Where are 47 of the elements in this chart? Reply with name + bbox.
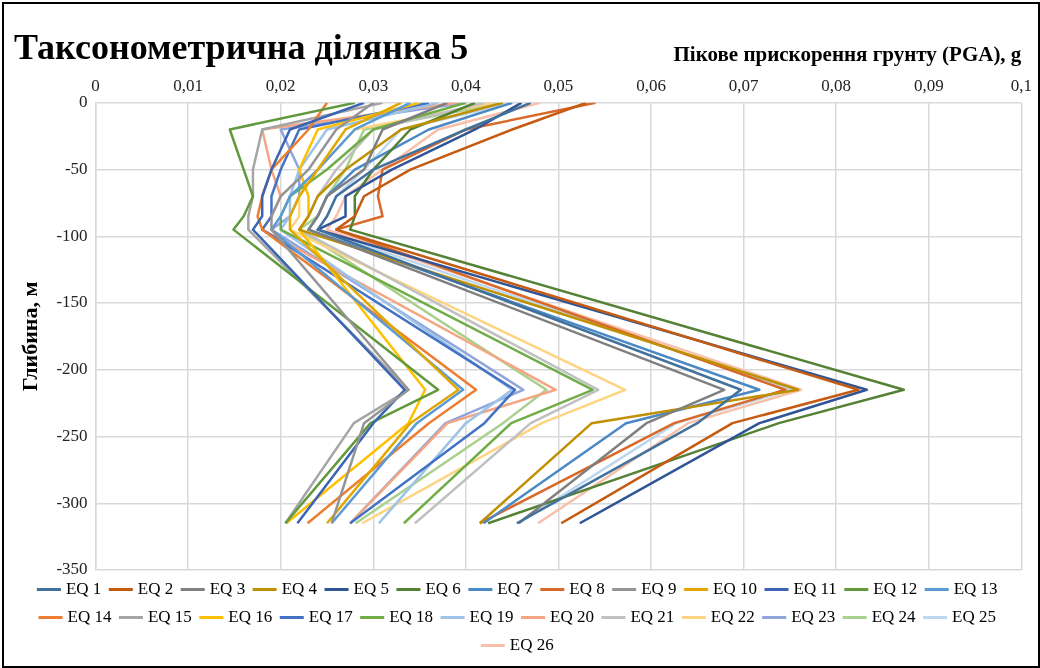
y-tick-label: -250 [56,425,88,445]
y-tick-label: -350 [56,559,88,579]
legend-label: EQ 2 [137,578,174,598]
y-tick-label: -200 [56,359,88,379]
legend-label: EQ 4 [281,578,318,598]
x-tick-label: 0,08 [821,76,852,96]
legend-label: EQ 25 [952,606,996,626]
legend-label: EQ 24 [871,606,917,626]
y-tick-label: 0 [79,92,88,112]
y-tick-label: -50 [64,159,88,179]
legend-label: EQ 14 [67,606,112,626]
legend-label: EQ 5 [353,578,389,598]
x-tick-label: 0,04 [451,76,482,96]
legend-label: EQ 8 [569,578,605,598]
legend-label: EQ 17 [308,606,354,626]
x-axis-title: Пікове прискорення грунту (PGA), g [673,42,1022,67]
legend-label: EQ 15 [147,606,192,626]
legend-label: EQ 22 [710,606,755,626]
x-tick-label: 0,07 [728,76,760,96]
x-tick-label: 0,03 [358,76,389,96]
x-tick-label: 0,01 [173,76,204,96]
legend-label: EQ 13 [953,578,998,598]
x-tick-label: 0,05 [543,76,574,96]
legend-label: EQ 1 [65,578,102,598]
y-tick-label: -150 [56,292,88,312]
legend-label: EQ 23 [791,606,836,626]
legend-label: EQ 9 [641,578,677,598]
legend-label: EQ 7 [497,578,534,598]
x-tick-label: 0,09 [913,76,944,96]
chart-title: Таксонометрична ділянка 5 [14,26,469,67]
legend-label: EQ 20 [550,606,594,626]
y-axis-title: Глибина, м [16,281,42,392]
legend-label: EQ 12 [873,578,918,598]
legend-label: EQ 16 [228,606,273,626]
x-tick-label: 0,06 [636,76,666,96]
legend-label: EQ 3 [209,578,246,598]
y-tick-label: -300 [56,492,88,512]
legend-label: EQ 10 [713,578,758,598]
legend-label: EQ 19 [469,606,514,626]
legend-label: EQ 18 [389,606,434,626]
legend-label: EQ 26 [509,634,554,654]
legend-label: EQ 11 [793,578,837,598]
legend-label: EQ 21 [630,606,675,626]
x-tick-label: 0,1 [1010,76,1032,96]
y-tick-label: -100 [56,225,88,245]
x-tick-label: 0,02 [265,76,296,96]
legend-label: EQ 6 [425,578,461,598]
